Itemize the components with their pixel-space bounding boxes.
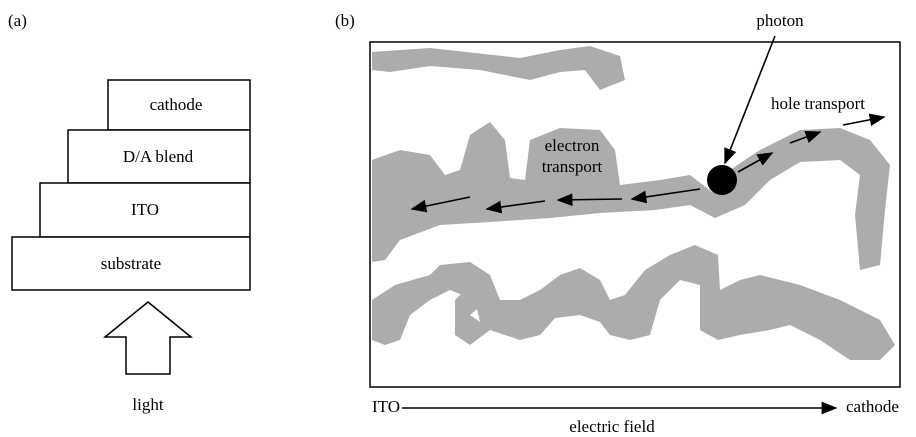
light-label: light: [132, 395, 163, 414]
panel-label: (a): [8, 11, 27, 30]
panel-label: (b): [335, 11, 355, 30]
hole-transport-label: hole transport: [771, 94, 865, 113]
axis-label: electric field: [569, 417, 655, 436]
electron-transport-label: electron: [545, 136, 600, 155]
layer-label: D/A blend: [123, 147, 194, 166]
light-arrow: [105, 302, 191, 374]
figure: (a) cathode D/A blend ITO substrate ligh…: [0, 0, 916, 437]
layer-label: substrate: [101, 254, 161, 273]
axis-end-label: cathode: [846, 397, 899, 416]
exciton: [707, 165, 737, 195]
photon-label: photon: [756, 11, 804, 30]
electron-transport-label: transport: [542, 157, 603, 176]
layer-label: ITO: [131, 200, 159, 219]
electron-arrow: [558, 199, 622, 200]
layer-label: cathode: [150, 95, 203, 114]
axis-start-label: ITO: [372, 397, 400, 416]
